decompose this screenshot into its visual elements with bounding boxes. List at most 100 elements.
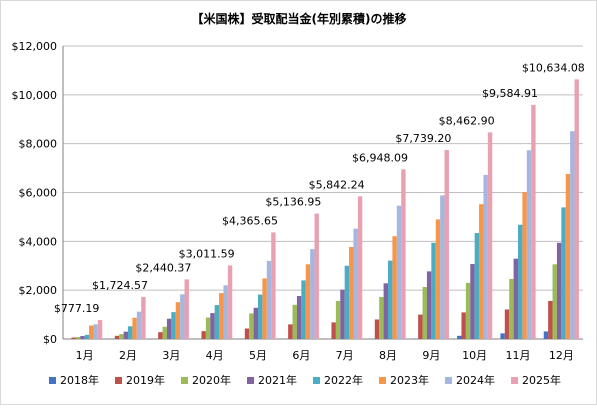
- legend-label: 2020年: [192, 373, 231, 387]
- y-tick-label: $12,000: [12, 40, 58, 53]
- bar-2019年-3月: [158, 332, 162, 339]
- bar-2021年-1月: [80, 336, 84, 339]
- bar-2022年-8月: [388, 261, 392, 339]
- bar-2023年-6月: [306, 264, 310, 339]
- bar-2024年-3月: [180, 294, 184, 339]
- legend-swatch: [115, 377, 122, 384]
- legend-swatch: [49, 377, 56, 384]
- chart-title: 【米国株】受取配当金(年別累積)の推移: [192, 11, 407, 26]
- bar-2019年-5月: [245, 329, 249, 339]
- x-tick-label: 1月: [76, 349, 94, 362]
- bar-2023年-10月: [479, 204, 483, 339]
- bar-2020年-6月: [293, 305, 297, 339]
- y-tick-label: $0: [43, 333, 57, 346]
- y-tick-label: $8,000: [19, 138, 58, 151]
- bar-2024年-1月: [93, 324, 97, 339]
- bar-2020年-2月: [119, 334, 123, 339]
- bar-2022年-6月: [301, 280, 305, 339]
- bar-2019年-9月: [418, 315, 422, 339]
- bar-2025年-12月: [575, 79, 579, 339]
- data-label: $777.19: [54, 302, 100, 315]
- bar-2021年-9月: [427, 271, 431, 339]
- bar-2023年-5月: [262, 278, 266, 339]
- bar-2025年-7月: [358, 196, 362, 339]
- bar-2019年-7月: [331, 322, 335, 339]
- y-tick-label: $2,000: [19, 284, 58, 297]
- y-axis: $0$2,000$4,000$6,000$8,000$10,000$12,000: [12, 40, 64, 346]
- data-label: $4,365.65: [222, 214, 278, 227]
- bar-2023年-7月: [349, 247, 353, 339]
- bar-2023年-12月: [566, 174, 570, 339]
- legend-label: 2021年: [258, 373, 297, 387]
- bar-2025年-11月: [531, 105, 535, 339]
- bar-2023年-1月: [89, 326, 93, 339]
- bar-2023年-11月: [522, 192, 526, 339]
- bar-2022年-2月: [128, 326, 132, 339]
- y-tick-label: $6,000: [19, 187, 58, 200]
- bar-2021年-2月: [124, 332, 128, 339]
- bar-2021年-3月: [167, 319, 171, 339]
- data-label: $10,634.08: [522, 61, 585, 74]
- bar-2023年-3月: [176, 302, 180, 339]
- bar-2024年-4月: [223, 285, 227, 339]
- bar-2020年-10月: [466, 283, 470, 339]
- bar-2025年-2月: [141, 297, 145, 339]
- x-tick-label: 10月: [462, 349, 487, 362]
- bar-2019年-10月: [461, 312, 465, 339]
- data-label: $3,011.59: [179, 247, 235, 260]
- bar-2022年-5月: [258, 295, 262, 339]
- bar-2025年-5月: [271, 232, 275, 339]
- legend-swatch: [445, 377, 452, 384]
- bar-2024年-10月: [483, 175, 487, 339]
- x-tick-label: 4月: [206, 349, 224, 362]
- bar-2020年-5月: [249, 313, 253, 339]
- data-label: $5,136.95: [265, 196, 321, 209]
- bar-2019年-4月: [201, 331, 205, 339]
- bar-2025年-3月: [185, 279, 189, 339]
- data-label: $2,440.37: [135, 261, 191, 274]
- bar-2022年-4月: [215, 305, 219, 339]
- bar-2020年-3月: [163, 327, 167, 339]
- bar-2024年-2月: [137, 312, 141, 339]
- bar-2021年-11月: [514, 259, 518, 339]
- bar-2022年-7月: [345, 266, 349, 339]
- bar-2023年-4月: [219, 293, 223, 339]
- bar-2025年-4月: [228, 265, 232, 339]
- x-tick-label: 9月: [422, 349, 440, 362]
- legend-swatch: [247, 377, 254, 384]
- bar-2019年-11月: [505, 309, 509, 339]
- legend-label: 2024年: [456, 373, 495, 387]
- bar-2024年-6月: [310, 249, 314, 339]
- bar-2021年-4月: [210, 313, 214, 339]
- bar-2025年-9月: [445, 150, 449, 339]
- legend-label: 2023年: [390, 373, 429, 387]
- legend-label: 2025年: [522, 373, 561, 387]
- data-label: $6,948.09: [352, 151, 408, 164]
- bar-2020年-12月: [553, 264, 557, 339]
- bar-2019年-12月: [548, 301, 552, 339]
- bar-2020年-11月: [509, 279, 513, 339]
- bar-2019年-1月: [71, 338, 75, 339]
- bar-2021年-12月: [557, 243, 561, 339]
- bar-2020年-8月: [379, 297, 383, 339]
- bar-2025年-10月: [488, 132, 492, 339]
- bar-2021年-6月: [297, 296, 301, 339]
- bar-2022年-9月: [431, 243, 435, 339]
- x-tick-label: 6月: [292, 349, 310, 362]
- x-tick-label: 2月: [119, 349, 137, 362]
- chart-bars: [71, 79, 578, 339]
- data-label: $8,462.90: [439, 114, 495, 127]
- bar-2025年-8月: [401, 169, 405, 339]
- bar-2025年-6月: [315, 214, 319, 339]
- bar-2021年-5月: [254, 308, 258, 339]
- bar-2019年-2月: [115, 336, 119, 339]
- bar-2019年-8月: [375, 319, 379, 339]
- legend-swatch: [181, 377, 188, 384]
- data-label: $7,739.20: [395, 132, 451, 145]
- y-tick-label: $10,000: [12, 89, 58, 102]
- bar-2022年-12月: [561, 207, 565, 339]
- bar-2021年-7月: [340, 290, 344, 339]
